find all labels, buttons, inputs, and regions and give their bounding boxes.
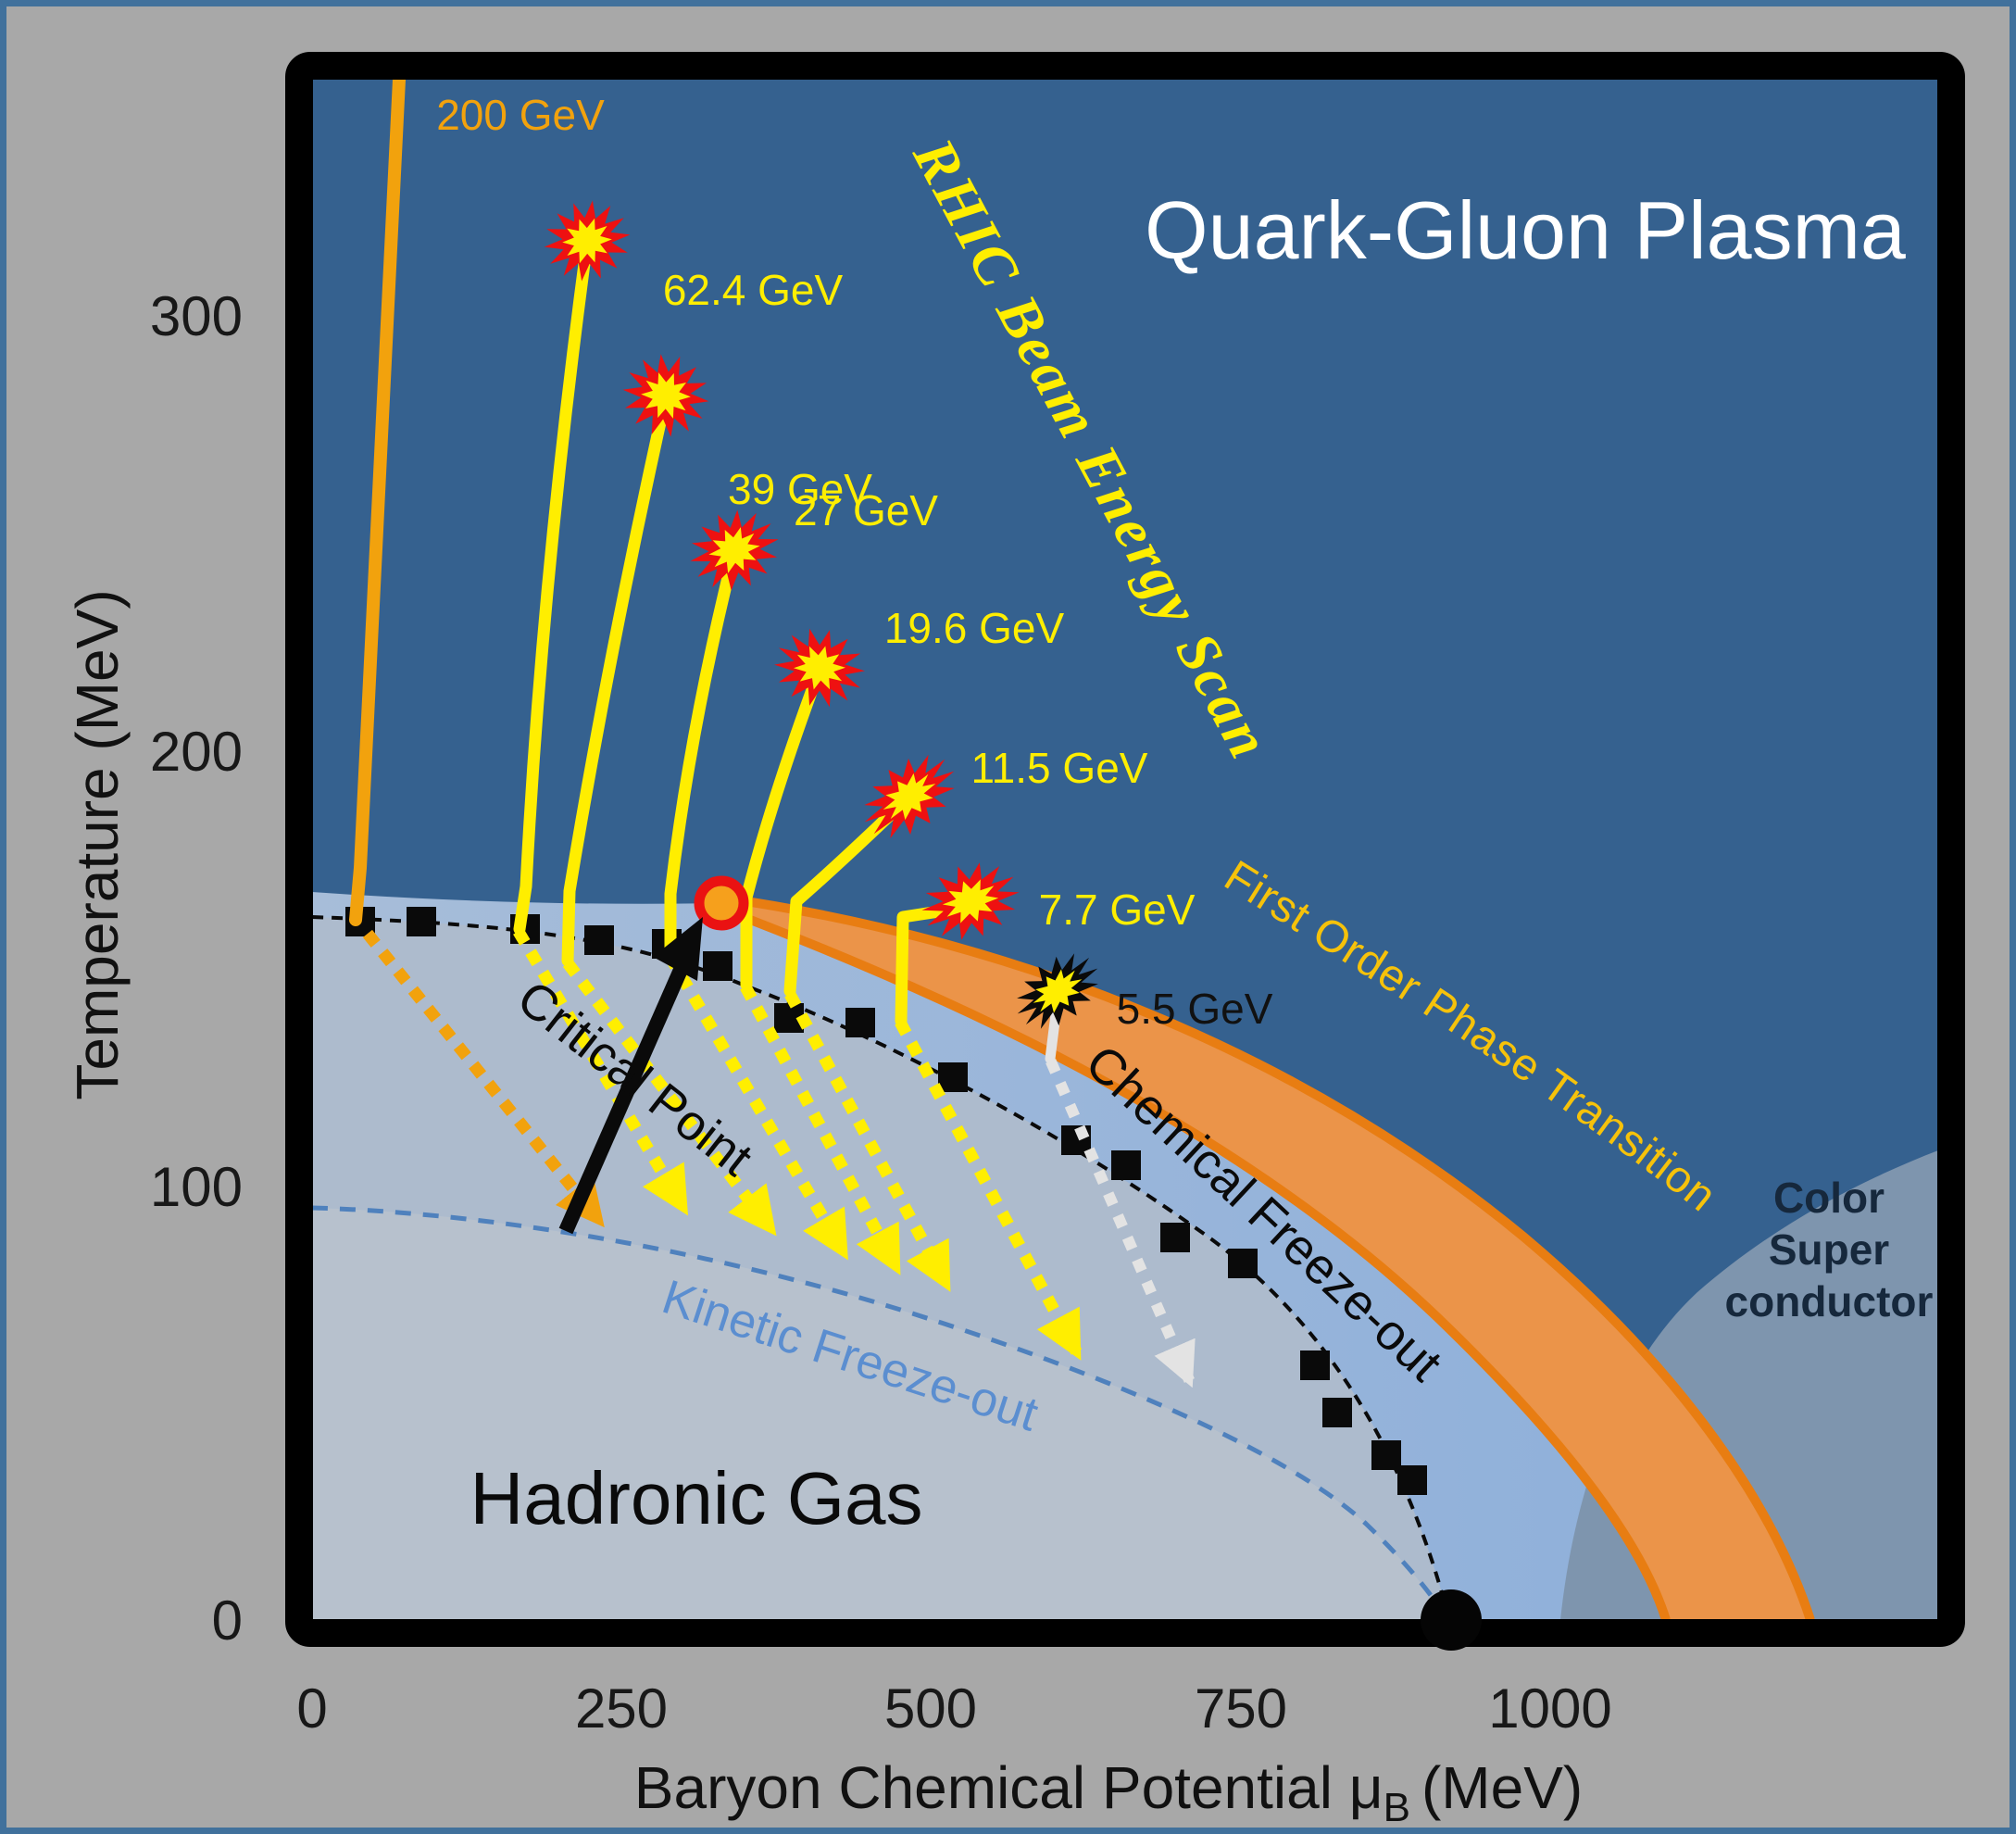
x-axis-title-main: Baryon Chemical Potential μ [634,1754,1384,1821]
starburst-27gev [690,509,779,591]
svg-text:750: 750 [1195,1677,1287,1740]
starburst-39gev [622,354,709,437]
label-62gev: 62.4 GeV [663,266,844,314]
expansion-arrows [362,928,1196,1388]
arrow-19gev [740,984,902,1275]
label-27gev: 27 GeV [794,486,938,534]
trajectory-39gev [561,391,672,967]
starburst-5gev [1017,953,1098,1029]
arrow-5gev [1046,1059,1196,1388]
first-order-band [721,898,1810,1620]
trajectory-5gev [1045,1009,1061,1064]
critical-point-marker [694,875,749,931]
starburst-19gev [774,628,865,708]
hadronic-gas-label: Hadronic Gas [470,1457,922,1539]
svg-text:0: 0 [212,1589,243,1652]
trajectory-200gev [349,79,406,926]
kinetic-freezeout-curve [312,1205,1452,1620]
svg-text:100: 100 [150,1156,243,1218]
arrow-62gev [513,928,689,1216]
label-19gev: 19.6 GeV [884,604,1065,652]
label-39gev: 39 GeV [728,465,872,513]
svg-text:1000: 1000 [1488,1677,1611,1740]
svg-text:300: 300 [150,285,243,347]
y-axis-title: Temperature (MeV) [64,589,131,1099]
svg-text:Color: Color [1773,1174,1885,1222]
svg-text:0: 0 [296,1677,327,1740]
trajectory-62gev [513,236,594,936]
starburst-62gev [544,200,631,282]
region-below-kinetic-freezeout [312,1208,1449,1620]
svg-text:200: 200 [150,721,243,783]
label-7gev: 7.7 GeV [1039,886,1196,934]
first-order-band-outer-edge [720,893,1815,1620]
arrow-27gev [664,952,849,1261]
plot-frame [285,52,1965,1647]
x-axis-tick-labels: 0 250 500 750 1000 [296,1677,1611,1740]
quark-gluon-plasma-label: Quark-Gluon Plasma [1145,184,1906,276]
qcd-phase-diagram: Quark-Gluon Plasma Hadronic Gas RHIC Bea… [64,52,1965,1828]
x-axis-title-unit: (MeV) [1421,1754,1583,1821]
y-axis-tick-labels: 300 200 100 0 [150,285,243,1652]
trajectory-27gev [664,545,741,958]
label-200gev: 200 GeV [436,91,605,139]
x-axis-title-sub: B [1384,1785,1410,1828]
arrow-11gev [784,991,952,1292]
starburst-7gev [921,862,1020,940]
critical-point-arrow [558,917,703,1235]
chemical-freezeout-curve [312,915,1451,1620]
starburst-11gev [864,754,955,839]
trajectory-19gev [740,663,826,991]
svg-text:Super: Super [1769,1225,1889,1274]
svg-text:250: 250 [575,1677,668,1740]
nuclear-matter-point [1421,1589,1482,1651]
label-11gev: 11.5 GeV [971,744,1148,792]
arrow-39gev [562,959,777,1237]
svg-text:conductor: conductor [1725,1277,1934,1325]
first-order-band-inner-edge [720,904,1671,1620]
x-axis-title: Baryon Chemical Potential μB (MeV) [634,1754,1583,1828]
svg-text:500: 500 [884,1677,977,1740]
label-5gev: 5.5 GeV [1117,985,1273,1033]
color-superconductor-label: Color Super conductor [1725,1174,1934,1325]
